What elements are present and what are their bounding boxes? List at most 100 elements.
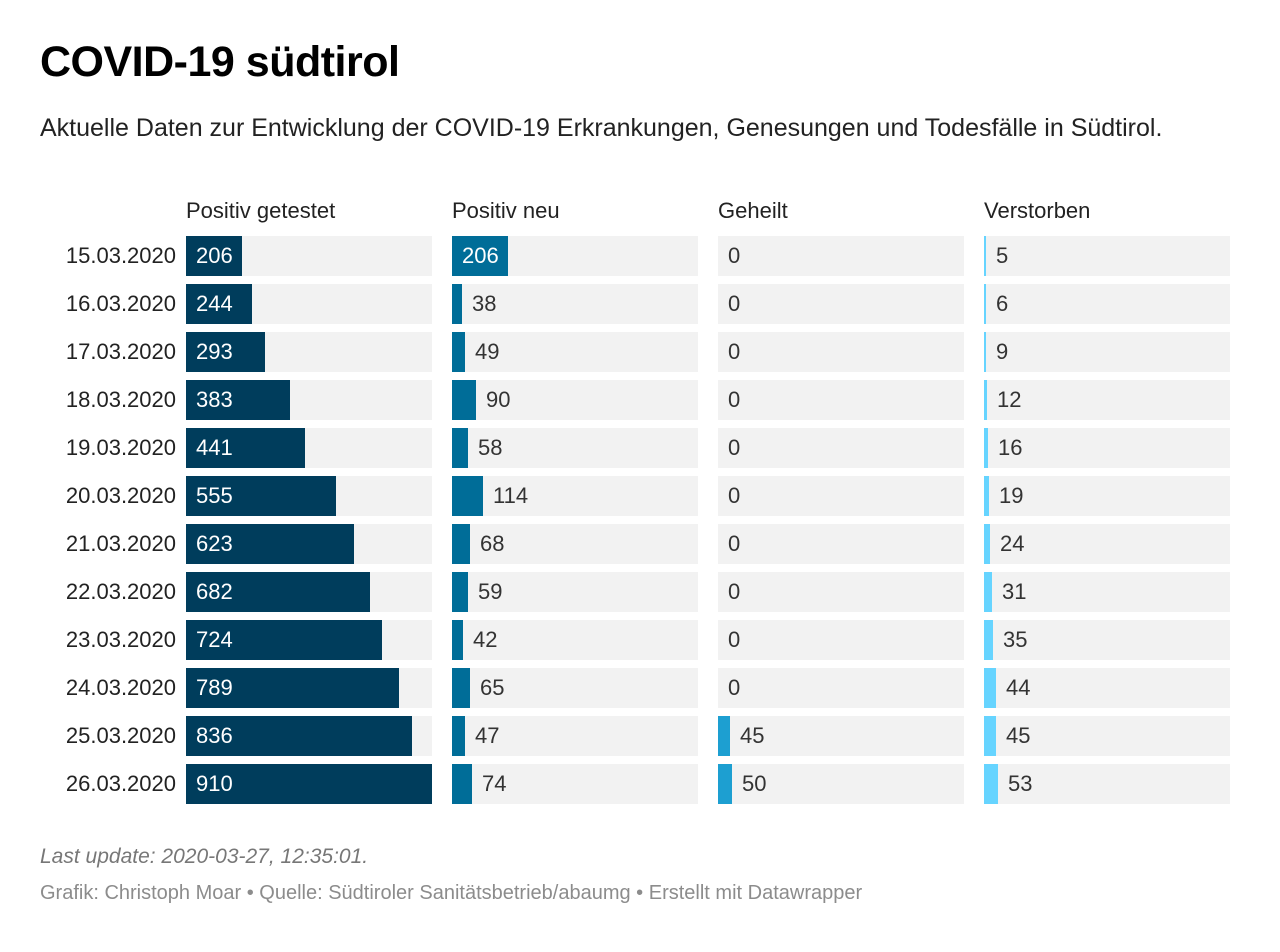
value-label-positiv-getestet: 623: [196, 531, 233, 556]
value-label-positiv-neu: 114: [493, 483, 529, 508]
bar-verstorben: [984, 332, 986, 372]
value-label-positiv-getestet: 555: [196, 483, 233, 508]
bar-track-positiv-getestet: 910: [186, 764, 432, 804]
value-label-verstorben: 5: [996, 243, 1009, 268]
bar-positiv-getestet: [186, 716, 412, 756]
bar-positiv-getestet: [186, 380, 290, 420]
bar-track-positiv-neu: 58: [452, 428, 698, 468]
bar-track-verstorben: 12: [984, 380, 1230, 420]
bar-positiv-getestet: [186, 236, 242, 276]
column-header-verstorben: Verstorben: [984, 198, 1091, 223]
bar-track-geheilt: 0: [718, 620, 964, 660]
column-header-geheilt: Geheilt: [718, 198, 788, 223]
value-label-positiv-neu: 65: [480, 675, 505, 700]
bar-verstorben: [984, 476, 989, 516]
value-label-geheilt: 0: [728, 243, 741, 268]
value-label-positiv-getestet: 682: [196, 579, 233, 604]
bar-track-geheilt: 0: [718, 236, 964, 276]
bar-track-positiv-getestet: 293: [186, 332, 432, 372]
bar-track-geheilt: 0: [718, 284, 964, 324]
bar-positiv-neu: [452, 284, 462, 324]
value-label-positiv-getestet: 293: [196, 339, 233, 364]
bar-track-positiv-getestet: 441: [186, 428, 432, 468]
bar-geheilt: [718, 764, 732, 804]
source-credit: Grafik: Christoph Moar • Quelle: Südtiro…: [40, 882, 863, 904]
bar-verstorben: [984, 620, 993, 660]
value-label-verstorben: 6: [996, 291, 1009, 316]
value-label-geheilt: 0: [728, 675, 741, 700]
bar-track-verstorben: 31: [984, 572, 1230, 612]
bar-track-positiv-neu: 74: [452, 764, 698, 804]
bar-track-positiv-neu: 206: [452, 236, 698, 276]
bar-positiv-neu: [452, 668, 470, 708]
value-label-positiv-neu: 90: [486, 387, 511, 412]
column-header-positiv-neu: Positiv neu: [452, 198, 560, 223]
value-label-verstorben: 19: [999, 483, 1024, 508]
chart-subtitle: Aktuelle Daten zur Entwicklung der COVID…: [40, 114, 1163, 142]
bar-track-geheilt: 0: [718, 476, 964, 516]
value-label-positiv-neu: 68: [480, 531, 505, 556]
bar-track-verstorben: 44: [984, 668, 1230, 708]
bar-positiv-neu: [452, 236, 508, 276]
bar-positiv-neu: [452, 620, 463, 660]
bar-verstorben: [984, 236, 986, 276]
bar-track-positiv-getestet: 383: [186, 380, 432, 420]
bar-positiv-neu: [452, 380, 476, 420]
bar-geheilt: [718, 716, 730, 756]
value-label-verstorben: 16: [998, 435, 1023, 460]
value-label-positiv-getestet: 789: [196, 675, 233, 700]
row-label-date: 26.03.2020: [65, 771, 176, 796]
bar-track-positiv-getestet: 244: [186, 284, 432, 324]
bar-verstorben: [984, 380, 987, 420]
bar-verstorben: [984, 764, 998, 804]
bar-track-positiv-getestet: 789: [186, 668, 432, 708]
value-label-geheilt: 45: [740, 723, 765, 748]
bar-track-verstorben: 35: [984, 620, 1230, 660]
bar-positiv-getestet: [186, 764, 432, 804]
value-label-geheilt: 0: [728, 387, 741, 412]
value-label-verstorben: 53: [1008, 771, 1033, 796]
bar-track-positiv-neu: 38: [452, 284, 698, 324]
row-label-date: 15.03.2020: [65, 243, 176, 268]
value-label-geheilt: 0: [728, 579, 741, 604]
bar-verstorben: [984, 284, 986, 324]
bar-verstorben: [984, 668, 996, 708]
bar-track-geheilt: 0: [718, 572, 964, 612]
value-label-verstorben: 35: [1003, 627, 1028, 652]
bar-track-positiv-getestet: 555: [186, 476, 432, 516]
value-label-verstorben: 12: [997, 387, 1022, 412]
bar-positiv-neu: [452, 764, 472, 804]
value-label-geheilt: 0: [728, 483, 741, 508]
value-label-positiv-neu: 49: [475, 339, 500, 364]
bar-track-positiv-getestet: 682: [186, 572, 432, 612]
bar-track-geheilt: 0: [718, 524, 964, 564]
bar-track-positiv-getestet: 623: [186, 524, 432, 564]
value-label-verstorben: 24: [1000, 531, 1025, 556]
value-label-positiv-neu: 38: [472, 291, 497, 316]
column-header-positiv-getestet: Positiv getestet: [186, 198, 336, 223]
bar-track-positiv-neu: 42: [452, 620, 698, 660]
bar-verstorben: [984, 428, 988, 468]
bar-track-positiv-neu: 47: [452, 716, 698, 756]
row-label-date: 22.03.2020: [65, 579, 176, 604]
bar-track-geheilt: 0: [718, 380, 964, 420]
bar-positiv-getestet: [186, 284, 252, 324]
bar-track-positiv-neu: 90: [452, 380, 698, 420]
bar-track-verstorben: 19: [984, 476, 1230, 516]
bar-verstorben: [984, 572, 992, 612]
bar-positiv-getestet: [186, 476, 336, 516]
bar-positiv-getestet: [186, 428, 305, 468]
value-label-verstorben: 45: [1006, 723, 1031, 748]
value-label-geheilt: 0: [728, 339, 741, 364]
bar-track-positiv-neu: 59: [452, 572, 698, 612]
bar-track-positiv-neu: 114: [452, 476, 698, 516]
value-label-positiv-getestet: 383: [196, 387, 233, 412]
value-label-geheilt: 0: [728, 531, 741, 556]
value-label-positiv-getestet: 836: [196, 723, 233, 748]
bar-track-geheilt: 0: [718, 332, 964, 372]
row-label-date: 17.03.2020: [65, 339, 176, 364]
value-label-positiv-getestet: 244: [196, 291, 233, 316]
bar-positiv-neu: [452, 476, 483, 516]
bar-track-verstorben: 5: [984, 236, 1230, 276]
